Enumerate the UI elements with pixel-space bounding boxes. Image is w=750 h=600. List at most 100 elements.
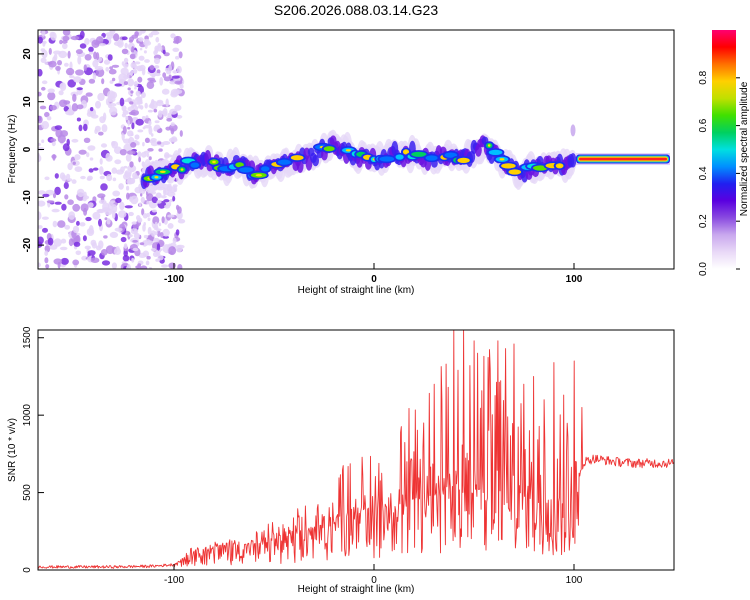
noise-speck bbox=[78, 124, 83, 132]
noise-speck bbox=[155, 36, 160, 43]
noise-speck bbox=[59, 172, 66, 180]
noise-speck bbox=[131, 122, 135, 130]
noise-speck bbox=[168, 64, 172, 73]
noise-speck bbox=[38, 236, 44, 245]
noise-speck bbox=[41, 216, 49, 220]
noise-speck bbox=[41, 30, 46, 37]
noise-speck bbox=[134, 134, 140, 140]
noise-speck bbox=[71, 138, 79, 143]
blob-core bbox=[379, 156, 395, 162]
noise-speck bbox=[168, 262, 176, 269]
noise-speck bbox=[109, 106, 118, 116]
noise-speck bbox=[157, 230, 161, 237]
ridge-blob bbox=[455, 156, 472, 165]
noise-speck bbox=[58, 99, 68, 108]
ridge-blob bbox=[409, 150, 429, 159]
noise-speck bbox=[149, 79, 157, 83]
noise-speck bbox=[133, 175, 140, 179]
noise-speck bbox=[59, 246, 68, 251]
noise-speck bbox=[140, 265, 148, 269]
noise-speck bbox=[153, 108, 158, 113]
blob-core bbox=[323, 146, 335, 152]
noise-speck bbox=[132, 68, 138, 74]
noise-speck bbox=[119, 149, 127, 156]
noise-speck bbox=[99, 175, 105, 180]
noise-speck bbox=[174, 80, 183, 85]
noise-speck bbox=[70, 35, 80, 41]
noise-speck bbox=[123, 57, 129, 63]
noise-speck bbox=[61, 203, 67, 211]
noise-speck bbox=[138, 156, 142, 163]
noise-speck bbox=[59, 39, 63, 45]
noise-speck bbox=[162, 235, 170, 239]
noise-speck bbox=[163, 76, 171, 82]
noise-speck bbox=[132, 247, 139, 252]
noise-speck bbox=[44, 257, 49, 264]
ridge-blob bbox=[321, 144, 337, 153]
noise-speck bbox=[132, 117, 139, 120]
noise-speck bbox=[62, 30, 71, 36]
ridge-blob bbox=[176, 165, 188, 174]
noise-speck bbox=[162, 141, 171, 145]
noise-speck bbox=[134, 86, 137, 90]
noise-speck bbox=[47, 237, 54, 246]
blob-hot bbox=[404, 150, 408, 154]
noise-speck bbox=[38, 190, 46, 195]
noise-speck bbox=[111, 167, 118, 174]
noise-speck bbox=[51, 140, 56, 147]
blob-core bbox=[508, 169, 522, 175]
noise-speck bbox=[42, 193, 50, 198]
spectrogram-x-axis: -100 0 100 bbox=[164, 263, 583, 285]
noise-speck bbox=[67, 79, 76, 88]
noise-speck bbox=[123, 165, 128, 169]
colorbar-label: Normalized spectral amplitude bbox=[739, 81, 750, 216]
noise-speck bbox=[90, 114, 99, 119]
noise-speck bbox=[111, 141, 116, 146]
noise-speck bbox=[52, 220, 58, 228]
noise-speck bbox=[57, 60, 62, 66]
noise-speck bbox=[148, 33, 154, 38]
ridge-body bbox=[312, 154, 319, 167]
noise-speck bbox=[92, 59, 99, 68]
noise-speck bbox=[129, 161, 134, 168]
noise-speck bbox=[177, 264, 183, 269]
noise-speck bbox=[114, 227, 123, 232]
noise-speck bbox=[76, 220, 80, 226]
noise-speck bbox=[144, 137, 150, 143]
blob-core bbox=[457, 157, 470, 163]
spectrogram-y-label: Frequency (Hz) bbox=[7, 115, 18, 184]
noise-speck bbox=[79, 43, 87, 49]
noise-speck bbox=[82, 235, 87, 242]
noise-speck bbox=[147, 217, 151, 222]
noise-speck bbox=[153, 57, 161, 65]
noise-speck bbox=[150, 133, 154, 137]
noise-speck bbox=[80, 175, 86, 180]
noise-speck bbox=[57, 134, 66, 144]
ridge-body bbox=[569, 153, 577, 168]
noise-speck bbox=[103, 235, 108, 239]
blob-core bbox=[190, 162, 200, 168]
noise-speck bbox=[105, 245, 115, 255]
noise-speck bbox=[75, 250, 82, 256]
noise-speck bbox=[92, 72, 97, 80]
noise-speck bbox=[66, 178, 73, 182]
noise-speck bbox=[130, 177, 136, 184]
noise-speck bbox=[162, 228, 170, 237]
noise-speck bbox=[140, 30, 146, 34]
chart-title: S206.2026.088.03.14.G23 bbox=[274, 2, 438, 18]
noise-speck bbox=[115, 197, 122, 204]
noise-speck bbox=[75, 49, 83, 55]
noise-speck bbox=[156, 45, 163, 52]
noise-speck bbox=[60, 257, 69, 265]
noise-speck bbox=[155, 252, 161, 257]
noise-speck bbox=[139, 242, 145, 246]
noise-speck bbox=[99, 166, 104, 175]
noise-speck bbox=[38, 262, 41, 268]
noise-speck bbox=[124, 42, 128, 49]
noise-speck bbox=[127, 87, 131, 91]
noise-speck bbox=[128, 39, 133, 43]
blob-hot bbox=[180, 168, 184, 171]
noise-speck bbox=[73, 241, 81, 247]
noise-speck bbox=[173, 89, 183, 95]
noise-speck bbox=[179, 84, 184, 89]
